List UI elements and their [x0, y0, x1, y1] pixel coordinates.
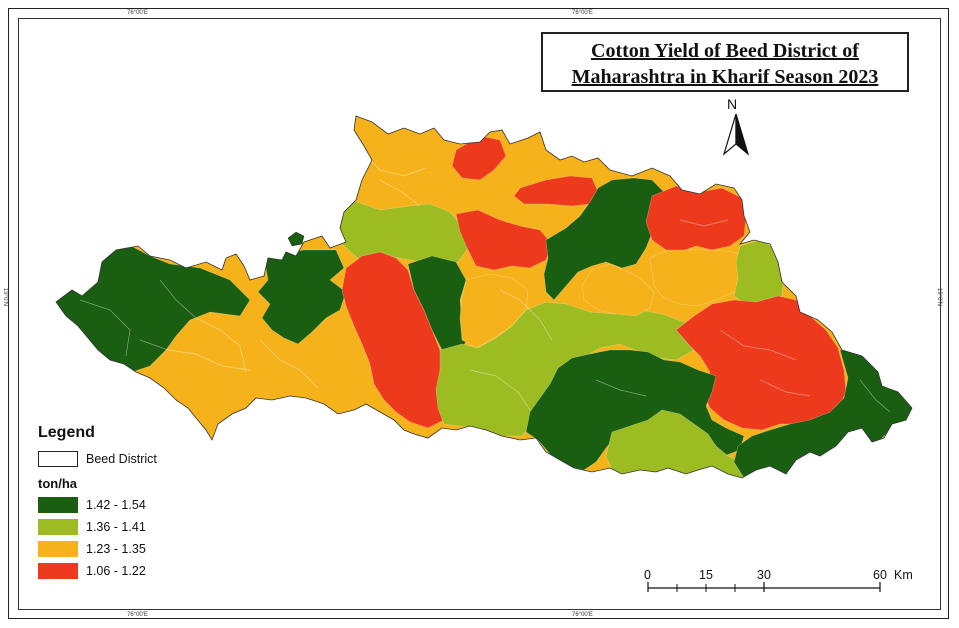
scale-tick-60: 60	[873, 568, 887, 582]
scale-tick-15: 15	[699, 568, 713, 582]
legend-class-label: 1.42 - 1.54	[86, 498, 146, 512]
legend-class-label: 1.36 - 1.41	[86, 520, 146, 534]
legend-swatch	[38, 541, 78, 557]
legend-swatch	[38, 563, 78, 579]
boundary-swatch	[38, 451, 78, 467]
graticule-top-left: 76°00'E	[127, 10, 148, 16]
scale-tick-30: 30	[757, 568, 771, 582]
map-title: Cotton Yield of Beed District of Maharas…	[541, 32, 909, 92]
legend-class-row: 1.42 - 1.54	[38, 494, 218, 516]
north-label: N	[727, 96, 738, 112]
graticule-bottom-left: 76°00'E	[127, 612, 148, 618]
legend-boundary-row: Beed District	[38, 448, 218, 470]
map-title-line1: Cotton Yield of Beed District of	[591, 40, 859, 62]
north-arrow-icon	[722, 113, 750, 156]
legend-class-label: 1.06 - 1.22	[86, 564, 146, 578]
graticule-bottom-right: 76°00'E	[572, 612, 593, 618]
scale-tick-0: 0	[644, 568, 651, 582]
graticule-top-right: 76°00'E	[572, 10, 593, 16]
map-inner-frame	[18, 18, 941, 610]
legend-swatch	[38, 497, 78, 513]
map-title-line2: Maharashtra in Kharif Season 2023	[571, 66, 879, 88]
scale-bar-graphic	[647, 582, 881, 592]
legend: Legend Beed District ton/ha 1.42 - 1.54 …	[38, 424, 218, 582]
legend-title: Legend	[38, 424, 95, 441]
legend-unit: ton/ha	[38, 476, 77, 491]
legend-swatch	[38, 519, 78, 535]
boundary-label: Beed District	[86, 452, 157, 466]
legend-class-row: 1.36 - 1.41	[38, 516, 218, 538]
scale-unit: Km	[894, 568, 913, 582]
legend-class-row: 1.23 - 1.35	[38, 538, 218, 560]
legend-class-label: 1.23 - 1.35	[86, 542, 146, 556]
legend-class-row: 1.06 - 1.22	[38, 560, 218, 582]
